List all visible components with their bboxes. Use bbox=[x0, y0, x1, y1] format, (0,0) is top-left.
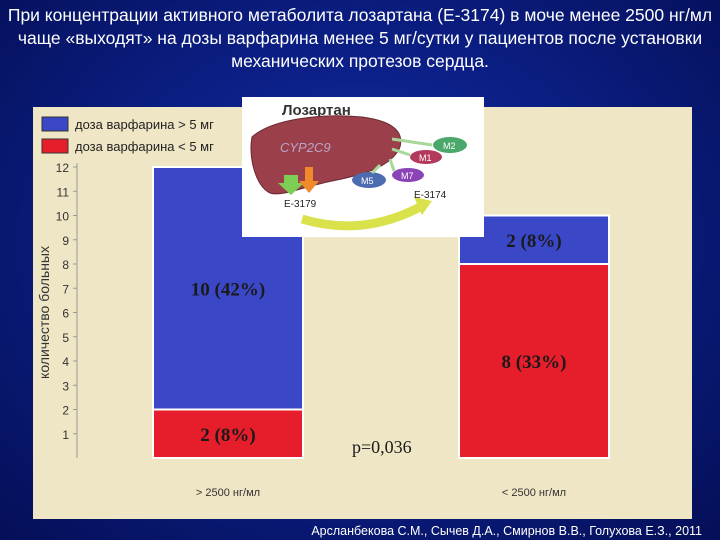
inset-title: Лозартан bbox=[282, 102, 351, 119]
p-value-annotation: p=0,036 bbox=[352, 437, 412, 457]
metabolite-m1-label: M1 bbox=[419, 153, 432, 163]
y-tick-label: 12 bbox=[56, 161, 70, 175]
metabolite-arrow bbox=[391, 147, 411, 157]
data-label: 2 (8%) bbox=[506, 231, 561, 252]
y-tick-label: 10 bbox=[56, 210, 70, 224]
y-tick-label: 6 bbox=[62, 307, 69, 321]
y-axis-label: количество больных bbox=[36, 246, 52, 379]
metabolism-diagram: Лозартан CYP2C9 E-3179 E-3174 M2 M1 M7 M… bbox=[242, 97, 484, 237]
bar-segment bbox=[152, 408, 304, 459]
metabolite-m2 bbox=[433, 137, 467, 153]
y-tick-label: 5 bbox=[62, 331, 69, 345]
data-label: 8 (33%) bbox=[502, 352, 567, 373]
enzyme-label: CYP2C9 bbox=[280, 140, 331, 155]
bar-segment bbox=[458, 263, 610, 459]
y-tick-label: 3 bbox=[62, 379, 69, 393]
x-tick-label: < 2500 нг/мл bbox=[502, 487, 566, 499]
bar-segment bbox=[458, 214, 610, 265]
legend-swatch bbox=[41, 116, 69, 132]
y-tick-label: 4 bbox=[62, 355, 69, 369]
legend-label: доза варфарина < 5 мг bbox=[75, 139, 214, 154]
orange-arrow bbox=[299, 167, 319, 193]
metabolite-m7-label: M7 bbox=[401, 171, 414, 181]
metabolite-arrow bbox=[388, 158, 396, 172]
metabolite-m2-label: M2 bbox=[443, 141, 456, 151]
yellow-arrowhead bbox=[414, 197, 432, 215]
product-left-label: E-3179 bbox=[284, 199, 317, 210]
citation: Арсланбекова С.М., Сычев Д.А., Смирнов В… bbox=[311, 524, 702, 538]
metabolite-m5-label: M5 bbox=[361, 176, 374, 186]
y-tick-label: 8 bbox=[62, 258, 69, 272]
slide-title: При концентрации активного метаболита ло… bbox=[7, 5, 713, 71]
yellow-curved-arrow bbox=[300, 203, 423, 231]
x-tick-label: > 2500 нг/мл bbox=[196, 487, 260, 499]
y-tick-label: 2 bbox=[62, 404, 69, 418]
metabolite-arrow bbox=[370, 163, 382, 175]
green-arrow bbox=[278, 175, 304, 195]
data-label: 2 (8%) bbox=[200, 425, 255, 446]
metabolite-m1 bbox=[410, 150, 442, 164]
y-tick-label: 11 bbox=[57, 185, 70, 199]
y-tick-label: 9 bbox=[62, 234, 69, 248]
legend-swatch bbox=[41, 138, 69, 154]
metabolite-arrow bbox=[391, 137, 433, 147]
y-tick-label: 7 bbox=[62, 282, 69, 296]
y-tick-label: 1 bbox=[62, 428, 69, 442]
product-right-label: E-3174 bbox=[414, 190, 447, 201]
legend-label: доза варфарина > 5 мг bbox=[75, 117, 214, 132]
metabolite-m7 bbox=[392, 168, 424, 182]
data-label: 10 (42%) bbox=[191, 279, 265, 300]
metabolite-m5 bbox=[352, 172, 386, 188]
